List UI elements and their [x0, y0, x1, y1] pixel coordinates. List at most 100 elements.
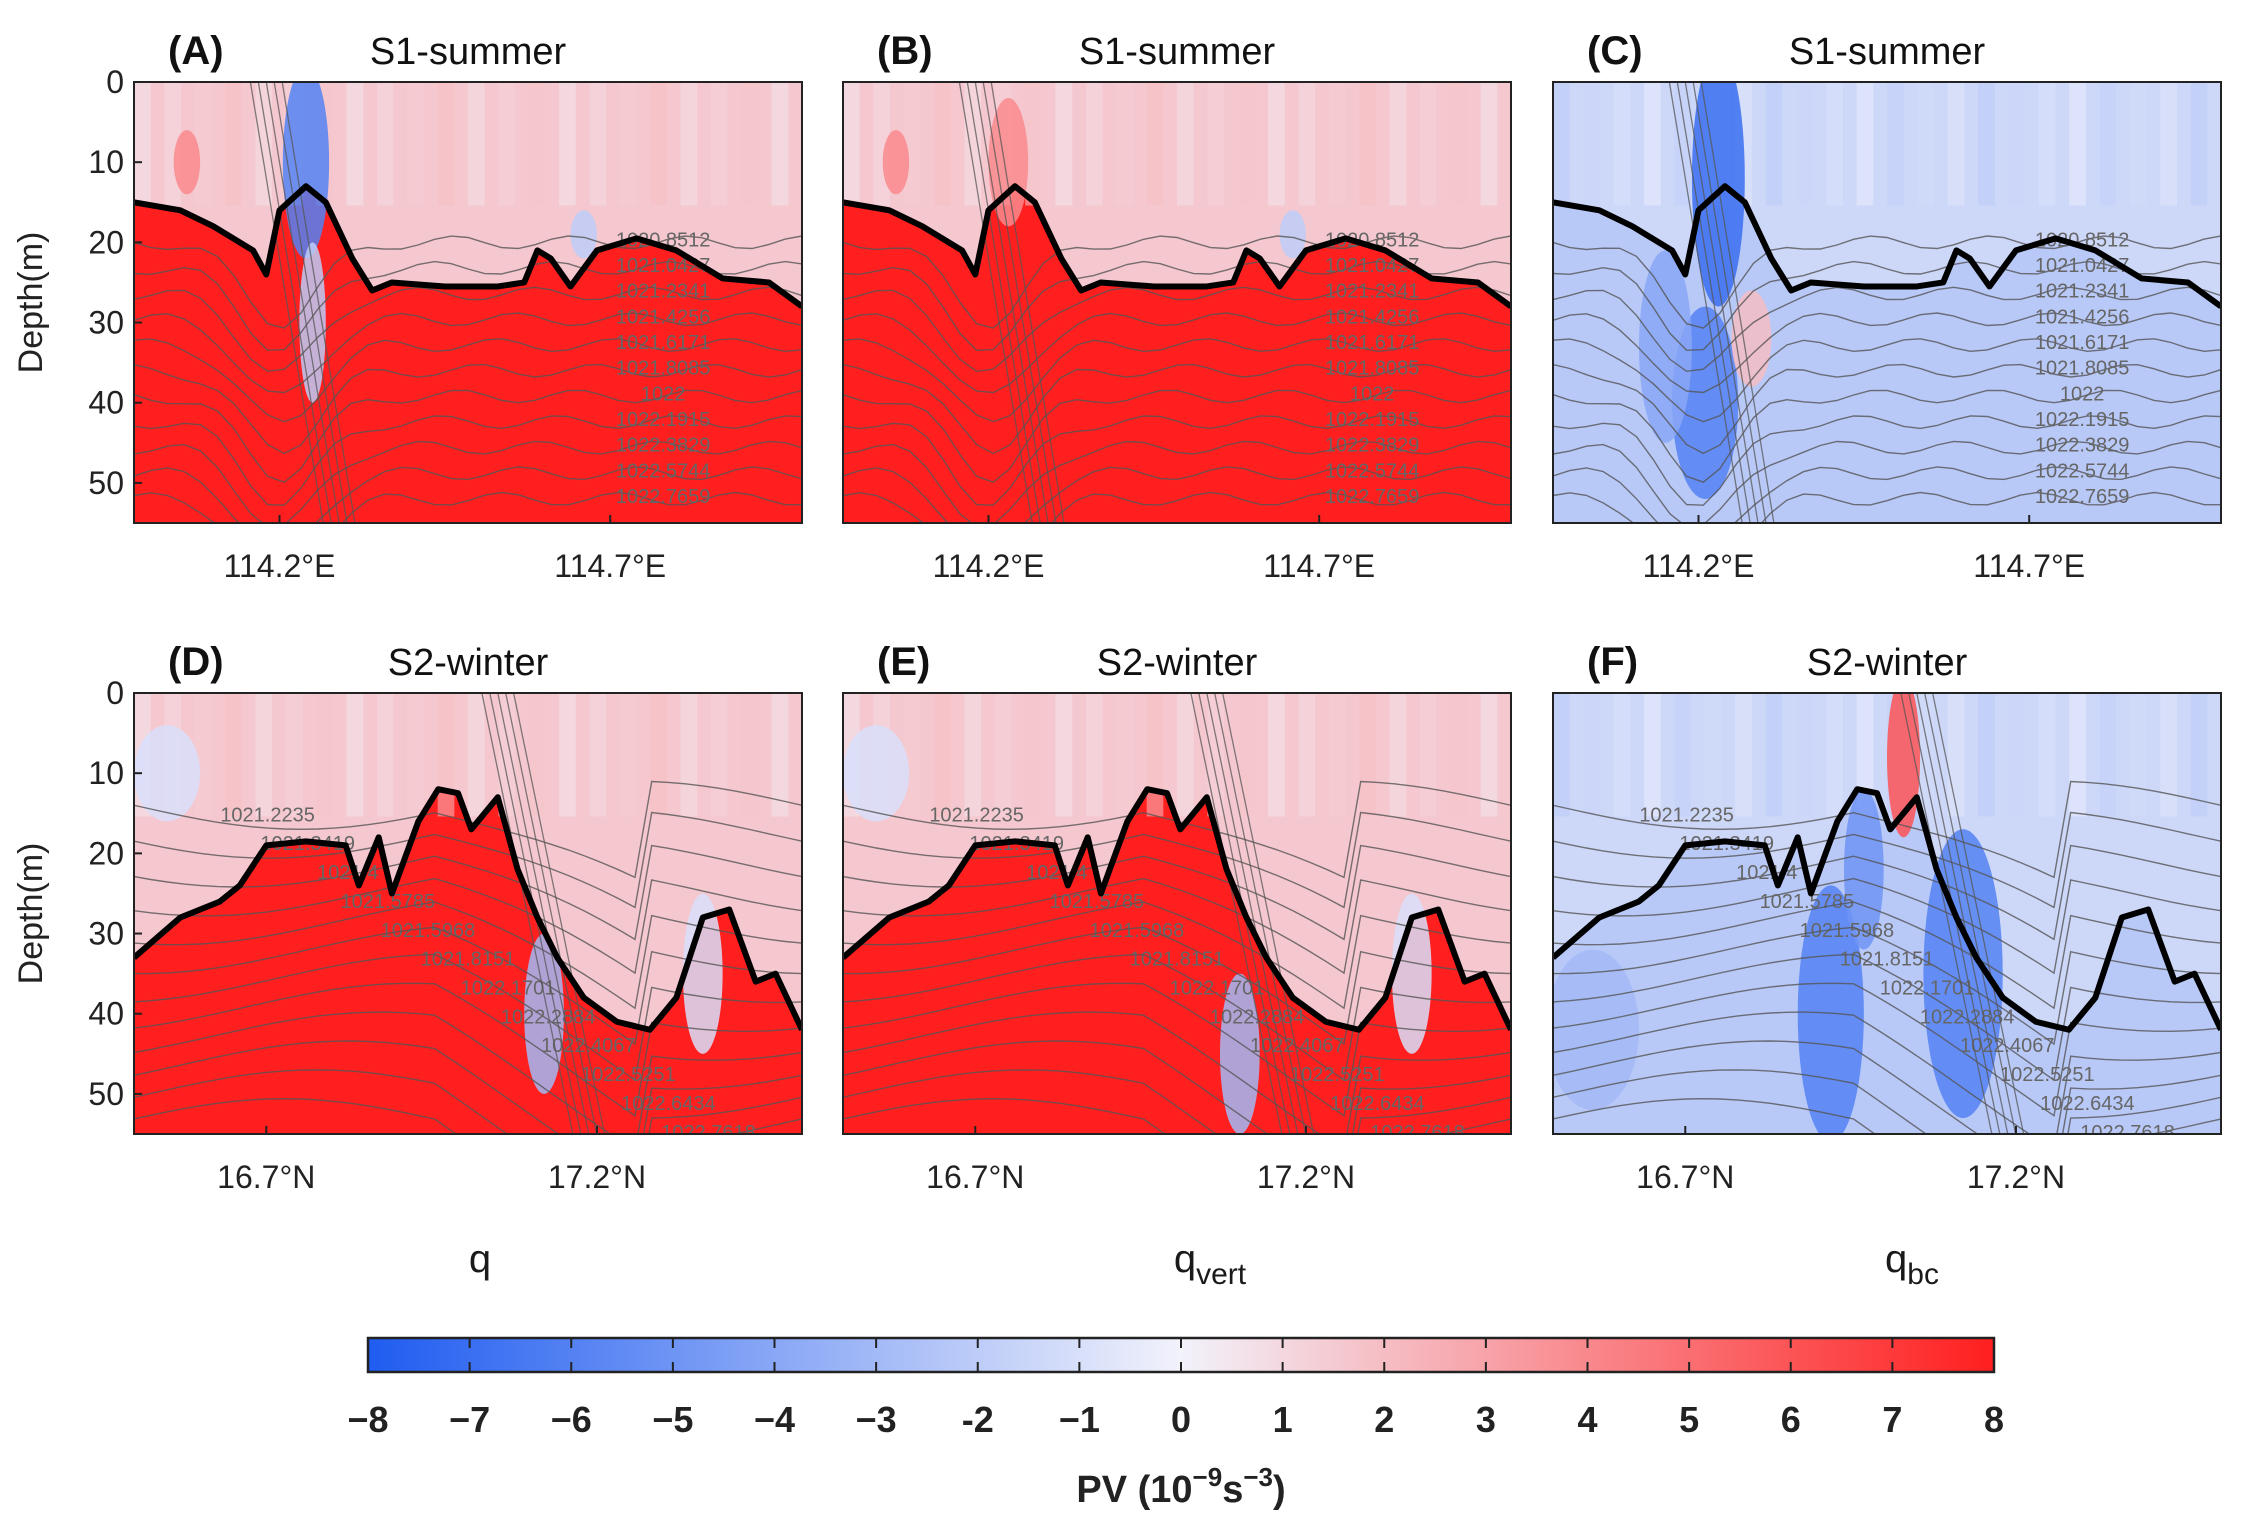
field-stripe: [2099, 82, 2117, 206]
axes-frame: [842, 692, 1512, 1135]
field-patch: [282, 82, 330, 259]
field-stripe: [1207, 693, 1225, 817]
plot-area: 1020.8512 1021.0427 1021.2341 1021.4256 1021…: [843, 82, 1511, 523]
column-labels: q qvert qbc: [469, 1237, 1939, 1291]
colorbar-tick-label: 0: [1171, 1399, 1191, 1440]
column-label-qbc-main: q: [1885, 1237, 1907, 1281]
colorbar-label-prefix: PV (10: [1076, 1469, 1192, 1511]
field-stripe: [843, 82, 860, 206]
contour-label: 1022.3829: [2035, 435, 2130, 457]
field-stripe: [1419, 82, 1437, 206]
field-stripe: [1704, 693, 1722, 817]
mixed-layer-depth-line: [843, 183, 1511, 309]
isopycnal-contour: [134, 363, 802, 455]
axes-frame: [133, 692, 803, 1135]
colorbar-label-exp1: −9: [1193, 1462, 1223, 1492]
field-stripe: [316, 693, 333, 817]
colorbar-tick-label: 7: [1882, 1399, 1902, 1440]
field-stripe: [437, 82, 455, 206]
column-label-qbc: qbc: [1885, 1237, 1939, 1291]
contour-label: 1022.5251: [1290, 1064, 1385, 1086]
field-patch: [1219, 973, 1260, 1134]
contour-label: 1021.8151: [1840, 949, 1935, 971]
field-stripe: [1207, 82, 1225, 206]
field-patch: [299, 242, 326, 403]
field-stripe: [741, 82, 758, 206]
field-stripe: [1856, 693, 1874, 817]
field-stripe: [2099, 693, 2117, 817]
field-stripe: [1553, 82, 1570, 206]
contour-label: 1021.0427: [1325, 255, 1420, 277]
field-stripe: [1583, 82, 1601, 206]
front-contour: [1684, 82, 1759, 523]
contour-label: 1021.4256: [1325, 306, 1420, 328]
contour-label: 1020.8512: [1325, 229, 1420, 251]
field-stripe: [1025, 82, 1042, 206]
front-contour: [958, 82, 1033, 523]
colorbar-tick-label: 8: [1984, 1399, 2004, 1440]
colorbar-tick-label: 1: [1273, 1399, 1293, 1440]
isopycnal-contour: [843, 1040, 1511, 1134]
column-label-qvert: qvert: [1174, 1237, 1247, 1291]
field-stripe: [2069, 82, 2086, 206]
contour-label: 1021.8151: [1130, 949, 1225, 971]
field-stripe: [1298, 82, 1316, 206]
isopycnal-contour: [134, 312, 802, 394]
column-label-q: q: [469, 1237, 491, 1281]
isopycnal-contour: [134, 440, 802, 523]
isopycnal-contour: [843, 389, 1511, 483]
mixed-layer-depth-line: [134, 786, 802, 1033]
contour-label: 1022.5744: [1325, 460, 1420, 482]
isopycnal-contour: [134, 286, 802, 373]
colorbar-tick-label: −5: [652, 1399, 693, 1440]
contour-label: 1022.4067: [1960, 1035, 2055, 1057]
y-tick-label: 20: [88, 835, 124, 871]
plot-area: 1021.22351021.34191021.41021.57851021.59…: [843, 693, 1511, 1134]
field-stripe: [528, 82, 546, 206]
contour-label: 1022.1915: [616, 409, 711, 431]
isopycnal-contour: [843, 877, 1511, 975]
colorbar-tick-label: 6: [1781, 1399, 1801, 1440]
panel-c: 1020.8512 1021.0427 1021.2341 1021.4256 1021…: [1552, 29, 2222, 584]
isopycnal-contour: [843, 844, 1511, 941]
field-stripe: [1644, 82, 1661, 206]
contour-label: 1022.5251: [2000, 1064, 2095, 1086]
field-stripe: [1887, 82, 1904, 206]
field-stripe: [1328, 693, 1346, 817]
field-stripe: [2129, 82, 2147, 206]
field-stripe: [255, 82, 273, 206]
field-stripe: [559, 693, 576, 817]
contour-label: 1021.8151: [421, 949, 516, 971]
column-label-qvert-main: q: [1174, 1237, 1196, 1281]
contour-label: 1022.7659: [616, 486, 711, 508]
contour-label: 1021.4256: [2035, 306, 2130, 328]
panel-letter: (E): [877, 640, 930, 684]
isopycnal-contour: [843, 982, 1511, 1117]
isopycnal-contour: [134, 415, 802, 506]
field-stripe: [498, 693, 516, 817]
contour-label: 1021.8085: [616, 358, 711, 380]
panel-d: 1021.22351021.34191021.41021.57851021.59…: [12, 640, 803, 1195]
isopycnal-contour: [134, 877, 802, 975]
field-stripe: [1116, 693, 1133, 817]
x-tick-label: 17.2°N: [1967, 1159, 2065, 1195]
y-tick-label: 30: [88, 916, 124, 952]
isopycnal-contour: [843, 440, 1511, 523]
plot-area: 1021.22351021.34191021.41021.57851021.59…: [1553, 693, 2221, 1134]
field-stripe: [1553, 693, 1570, 817]
front-contour: [497, 693, 590, 1134]
front-contour: [481, 693, 574, 1134]
contour-label: 1021.8085: [1325, 358, 1420, 380]
field-patch: [843, 725, 910, 822]
panel-letter: (A): [168, 29, 224, 73]
contour-label: 1021.0427: [616, 255, 711, 277]
colorbar-label: PV (10−9s−3): [1076, 1462, 1285, 1511]
isopycnal-contour: [134, 491, 802, 523]
field-stripe: [1978, 693, 1995, 817]
field-stripe: [1978, 82, 1995, 206]
field-stripe: [934, 82, 951, 206]
isopycnal-contour: [843, 312, 1511, 394]
colorbar-label-suffix: ): [1273, 1469, 1286, 1511]
isopycnal-contour: [134, 1097, 802, 1134]
isopycnal-contour: [1553, 901, 2221, 1010]
